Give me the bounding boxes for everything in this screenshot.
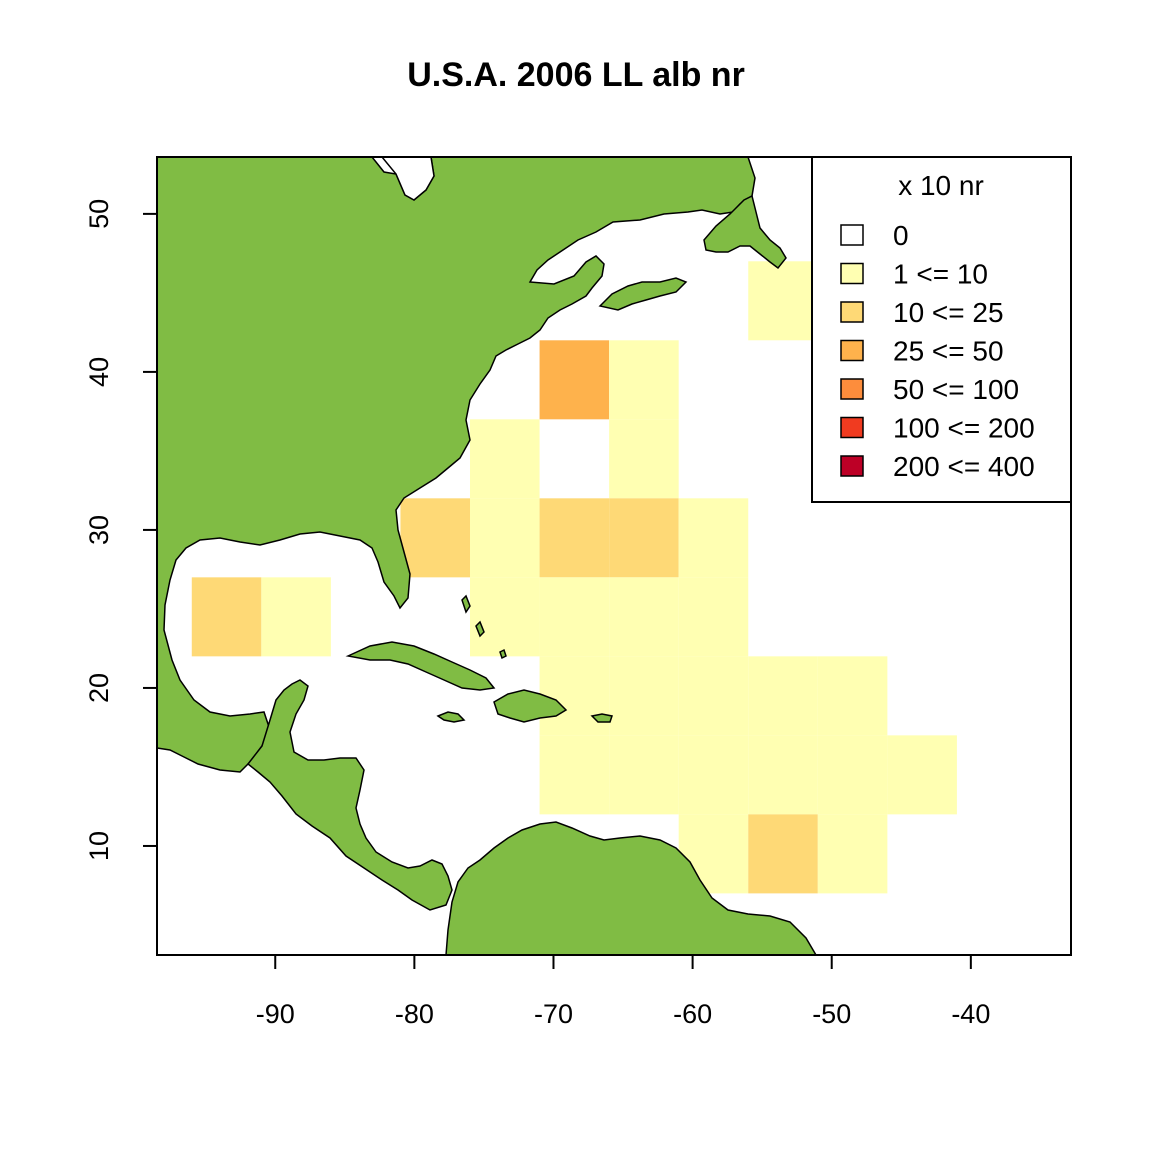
x-tick-label: -40 [951, 999, 990, 1029]
legend-entries: 0 1 <= 10 10 <= 25 25 <= 50 50 <= 100 100 <= … [840, 220, 1035, 482]
catch-cell [678, 498, 749, 578]
legend-label: 200 <= 400 [893, 451, 1035, 482]
legend-swatch [840, 339, 864, 362]
catch-cell [609, 419, 679, 499]
catch-cell [678, 735, 749, 815]
y-tick-label: 30 [84, 515, 114, 545]
x-tick-label: -90 [256, 999, 295, 1029]
x-axis: -90 -80 -70 -60 -50 -40 [256, 954, 990, 1029]
legend-label: 10 <= 25 [893, 297, 1004, 328]
catch-cell [609, 735, 679, 815]
legend-label: 1 <= 10 [893, 259, 988, 290]
catch-cell [539, 656, 610, 736]
chart-title: U.S.A. 2006 LL alb nr [407, 56, 745, 94]
catch-cell [261, 577, 331, 657]
catch-cells [191, 261, 957, 894]
newfoundland-land [703, 194, 787, 270]
catch-cell [678, 577, 749, 657]
catch-cell [470, 577, 540, 657]
legend-label: 50 <= 100 [893, 374, 1019, 405]
legend-swatch [840, 262, 864, 285]
catch-cell [539, 498, 610, 578]
legend-swatch [840, 224, 864, 246]
catch-cell [539, 735, 610, 815]
catch-cell [748, 735, 818, 815]
catch-cell [887, 735, 957, 815]
central-america-land [246, 679, 453, 911]
catch-cell [748, 261, 818, 341]
hispaniola-land [493, 689, 568, 723]
nova-scotia-land [598, 277, 688, 311]
puerto-rico-land [590, 713, 613, 723]
catch-cell [609, 340, 679, 420]
legend-swatch [840, 416, 864, 439]
bahamas-land [461, 594, 507, 660]
legend-box [811, 156, 1072, 503]
y-axis: 10 20 30 40 50 [84, 199, 158, 861]
catch-cell [609, 656, 679, 736]
legend-label: 0 [893, 220, 909, 251]
land-masses [157, 157, 817, 955]
legend: x 10 nr 0 1 <= 10 10 <= 25 25 <= 50 50 <= 10… [811, 156, 1072, 503]
x-tick-label: -70 [534, 999, 573, 1029]
y-tick-label: 50 [84, 199, 114, 229]
hudson-water [381, 157, 435, 201]
south-america-land [445, 821, 817, 955]
catch-cell [191, 577, 262, 657]
y-tick-label: 20 [84, 673, 114, 703]
y-tick-label: 40 [84, 357, 114, 387]
x-tick-label: -50 [812, 999, 851, 1029]
catch-cell [539, 577, 610, 657]
legend-label: 25 <= 50 [893, 336, 1004, 367]
catch-cell [748, 656, 818, 736]
legend-label: 100 <= 200 [893, 413, 1035, 444]
catch-cell [817, 814, 888, 894]
catch-cell [470, 419, 540, 499]
x-tick-label: -60 [673, 999, 712, 1029]
catch-cell [609, 498, 679, 578]
catch-cell [609, 577, 679, 657]
legend-swatch [840, 301, 864, 323]
catch-cell [400, 498, 471, 578]
legend-title: x 10 nr [898, 170, 984, 201]
catch-cell [539, 340, 610, 420]
x-tick-label: -80 [395, 999, 434, 1029]
catch-cell [748, 814, 818, 894]
legend-swatch [840, 378, 864, 400]
catch-cell [817, 735, 888, 815]
cuba-land [345, 641, 496, 691]
catch-cell [470, 498, 540, 578]
legend-swatch [840, 455, 864, 477]
catch-cell [817, 656, 888, 736]
y-tick-label: 10 [84, 831, 114, 861]
catch-cell [678, 656, 749, 736]
north-america-land [157, 157, 756, 773]
jamaica-land [436, 711, 466, 723]
